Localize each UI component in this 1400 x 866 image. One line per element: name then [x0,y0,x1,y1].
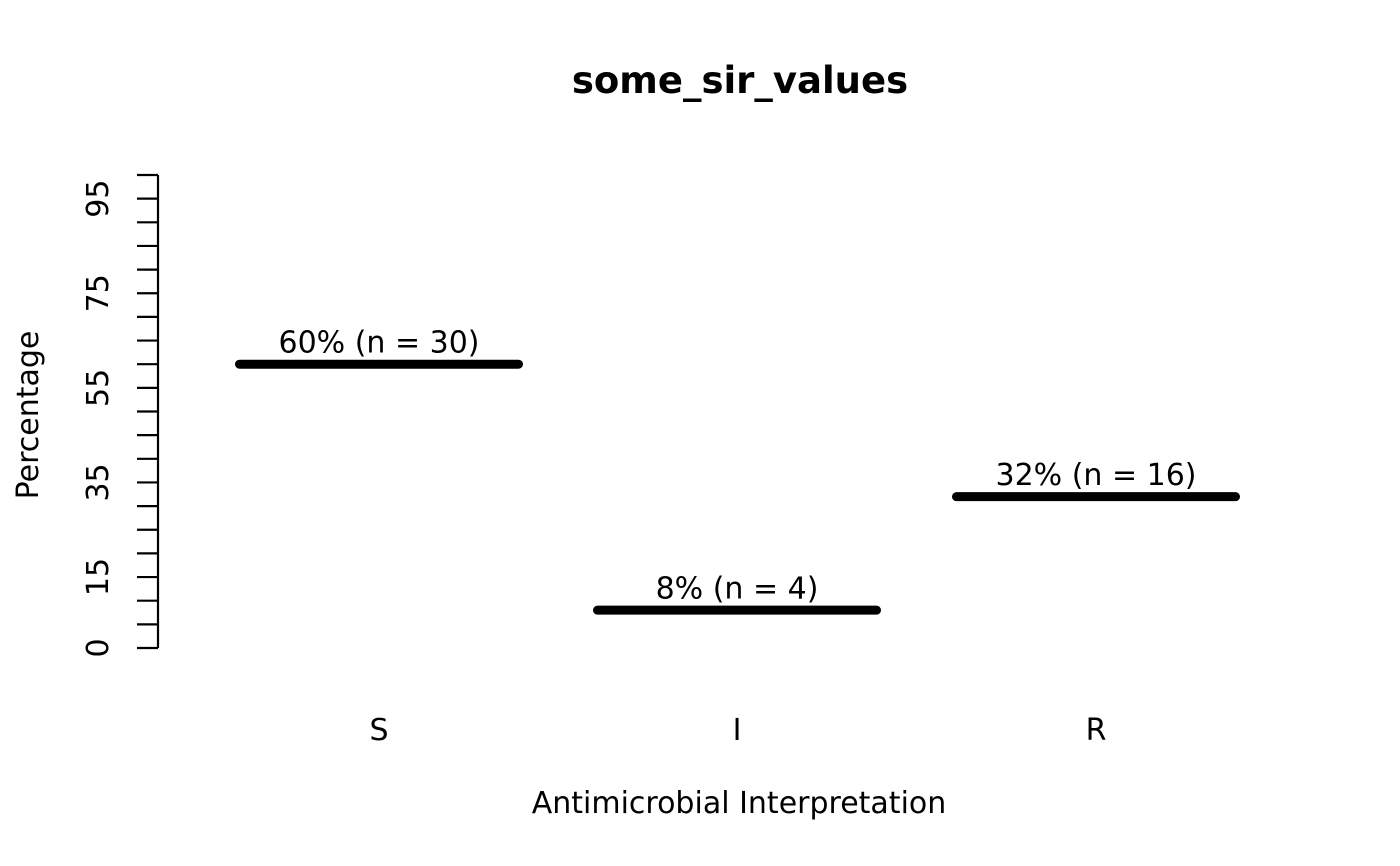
bar-I [593,605,881,615]
bar-R [952,492,1240,502]
generated-chart-elements: 0 15 35 55 75 95 60% (n = 30) S 8% (n = 4) I 32% (… [81,173,1240,748]
y-tick-label: 35 [81,463,116,501]
y-axis-title: Percentage [11,331,46,500]
x-tick-label-I: I [733,713,742,748]
y-tick-label: 55 [81,369,116,407]
bar-label-R: 32% (n = 16) [995,458,1196,493]
bar-label-S: 60% (n = 30) [278,326,479,361]
y-tick-label: 75 [81,274,116,312]
x-axis-title: Antimicrobial Interpretation [532,786,947,821]
bar-S [235,359,523,369]
bar-label-I: 8% (n = 4) [656,572,819,607]
y-tick-label: 0 [81,638,116,657]
y-tick-label: 95 [81,180,116,218]
y-tick-label: 15 [81,558,116,596]
x-tick-label-R: R [1086,713,1107,748]
chart-title: some_sir_values [572,59,908,102]
x-tick-label-S: S [369,713,388,748]
